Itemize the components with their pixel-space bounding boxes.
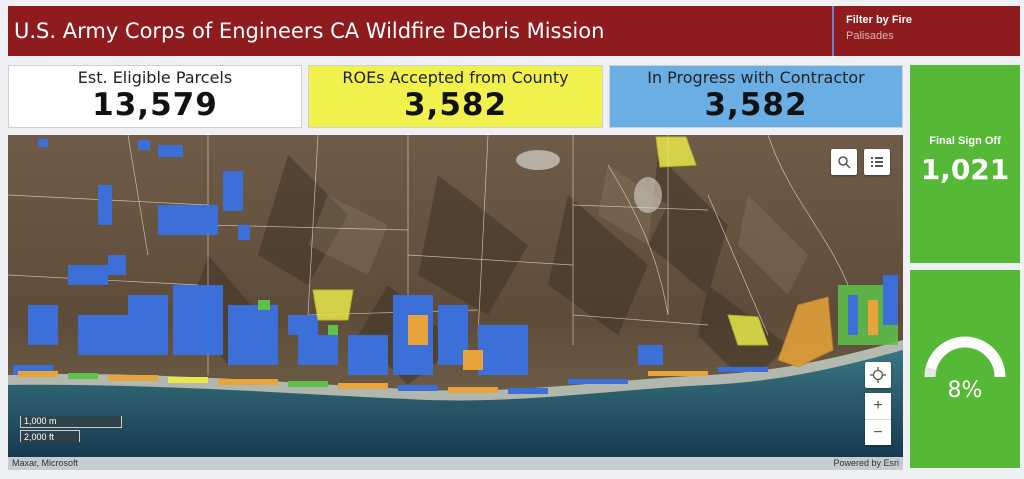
parcel-map[interactable]: + − 1,000 m 2,000 ft Maxar, Microsoft Po… (8, 135, 903, 470)
crosshair-icon (870, 367, 886, 383)
cloud (516, 150, 560, 170)
indicator-label: In Progress with Contractor (647, 68, 865, 87)
roe-parcels[interactable] (312, 136, 769, 346)
legend-button[interactable] (864, 149, 890, 175)
gauge-track (924, 336, 1006, 378)
zoom-control: + − (865, 393, 891, 445)
fire-filter[interactable]: Filter by Fire Palisades (832, 6, 1020, 56)
map-canvas[interactable] (8, 135, 903, 470)
indicator-value: 3,582 (403, 87, 508, 123)
ocean (8, 340, 903, 470)
indicator-roes-accepted: ROEs Accepted from County 3,582 (308, 65, 603, 128)
search-icon (838, 156, 851, 169)
progress-gauge: 8% (910, 270, 1020, 468)
shoreline (8, 340, 903, 401)
highlights (308, 165, 808, 295)
locate-button[interactable] (865, 362, 891, 388)
indicator-in-progress: In Progress with Contractor 3,582 (609, 65, 903, 128)
signoff-value: 1,021 (920, 153, 1010, 186)
scale-metric: 1,000 m (20, 416, 122, 428)
zoom-in-button[interactable]: + (873, 397, 883, 414)
attribution-sources: Maxar, Microsoft (12, 458, 79, 468)
filter-label: Filter by Fire (846, 14, 913, 26)
filter-value[interactable]: Palisades (846, 30, 894, 42)
scale-imperial: 2,000 ft (20, 430, 80, 442)
map-attribution: Maxar, Microsoft Powered by Esri (8, 457, 903, 470)
zoom-out-button[interactable]: − (873, 424, 883, 441)
scale-bar: 1,000 m 2,000 ft (20, 416, 122, 442)
indicator-label: ROEs Accepted from County (342, 68, 569, 87)
page-title: U.S. Army Corps of Engineers CA Wildfire… (14, 19, 605, 43)
indicator-value: 3,582 (704, 87, 808, 123)
search-button[interactable] (831, 149, 857, 175)
indicator-label: Est. Eligible Parcels (77, 68, 233, 87)
indicator-final-sign-off: Final Sign Off 1,021 (910, 65, 1020, 263)
header-bar: U.S. Army Corps of Engineers CA Wildfire… (8, 6, 1020, 56)
in-progress-parcel[interactable] (777, 296, 834, 368)
list-icon (871, 157, 883, 167)
gauge-percent: 8% (947, 378, 983, 403)
indicator-eligible-parcels: Est. Eligible Parcels 13,579 (8, 65, 302, 128)
coastal-parcels[interactable] (18, 275, 898, 394)
signoff-label: Final Sign Off (929, 135, 1001, 147)
gauge-arc (924, 336, 1006, 378)
attribution-powered-by[interactable]: Powered by Esri (833, 458, 899, 468)
indicator-value: 13,579 (92, 87, 218, 123)
gauge-fill (924, 366, 937, 378)
cloud (634, 177, 662, 213)
zoom-divider (865, 419, 891, 420)
